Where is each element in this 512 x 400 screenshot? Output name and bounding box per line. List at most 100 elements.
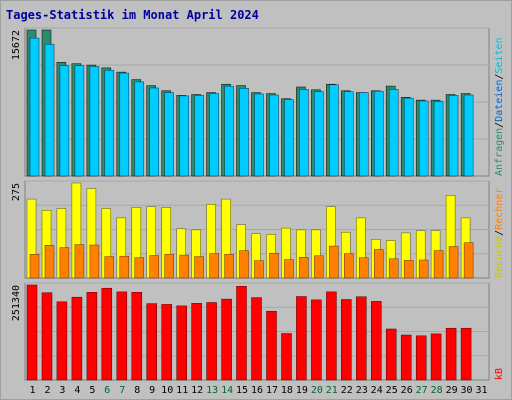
bar-rechner <box>239 250 249 279</box>
bar-rechner <box>179 254 189 279</box>
bar-kb <box>116 291 128 381</box>
bar-seiten <box>149 87 159 177</box>
bar-seiten <box>194 95 204 177</box>
bar-seiten <box>314 91 324 177</box>
bar-rechner <box>433 250 444 279</box>
legend-middle: Besuche/Rechner <box>494 188 505 278</box>
x-tick-label: 21 <box>326 385 338 396</box>
x-tick-label: 19 <box>296 385 308 396</box>
x-tick-label: 31 <box>475 385 487 396</box>
legend-label: / <box>494 122 505 128</box>
bar-seiten <box>269 94 279 177</box>
x-tick-label: 29 <box>446 385 458 396</box>
bar-kb <box>71 296 83 381</box>
x-tick-label: 16 <box>251 385 263 396</box>
x-tick-label: 6 <box>104 385 110 396</box>
bar-kb <box>281 333 292 381</box>
legend-label: Anfragen <box>494 128 505 176</box>
bar-rechner <box>44 245 55 279</box>
bar-kb <box>236 286 247 381</box>
x-tick-label: 14 <box>221 385 233 396</box>
x-tick-label: 26 <box>401 385 413 396</box>
bar-rechner <box>448 246 459 279</box>
legend-bottom: kB <box>494 368 505 380</box>
bar-seiten <box>104 70 115 177</box>
x-tick-label: 8 <box>134 385 140 396</box>
bar-seiten <box>119 72 130 177</box>
bar-rechner <box>403 260 414 279</box>
bar-kb <box>400 334 412 381</box>
bar-kb <box>460 327 472 381</box>
x-tick-label: 1 <box>29 385 35 396</box>
bar-rechner <box>418 259 429 279</box>
bar-seiten <box>74 65 85 177</box>
bar-kb <box>371 301 382 381</box>
bar-seiten <box>254 93 264 177</box>
bar-seiten <box>209 93 219 177</box>
bar-rechner <box>329 245 339 279</box>
bar-seiten <box>359 92 369 177</box>
bar-kb <box>430 333 442 381</box>
x-tick-label: 24 <box>371 385 383 396</box>
bar-seiten <box>239 88 249 177</box>
x-tick-label: 27 <box>416 385 428 396</box>
bar-rechner <box>254 260 264 279</box>
x-tick-label: 17 <box>266 385 278 396</box>
bar-seiten <box>59 65 70 177</box>
bar-rechner <box>344 253 354 279</box>
bar-kb <box>86 292 98 381</box>
bar-kb <box>146 303 157 381</box>
x-tick-label: 20 <box>311 385 323 396</box>
bar-kb <box>356 296 367 381</box>
legend-label: Besuche <box>494 236 505 278</box>
bar-seiten <box>448 95 459 177</box>
bar-seiten <box>89 66 100 177</box>
y-max-label-middle: 275 <box>11 183 22 201</box>
bar-kb <box>206 302 217 381</box>
x-tick-label: 9 <box>149 385 155 396</box>
x-tick-label: 30 <box>460 385 472 396</box>
x-tick-label: 18 <box>281 385 293 396</box>
bar-rechner <box>74 244 85 279</box>
bar-seiten <box>134 81 145 177</box>
x-tick-label: 12 <box>191 385 203 396</box>
bar-kb <box>56 301 68 381</box>
bar-kb <box>415 335 427 381</box>
x-tick-label: 28 <box>431 385 443 396</box>
bar-seiten <box>329 84 339 177</box>
bar-rechner <box>388 258 399 279</box>
bar-seiten <box>179 95 189 177</box>
bar-kb <box>161 304 172 381</box>
bar-kb <box>385 328 397 381</box>
x-tick-label: 5 <box>89 385 95 396</box>
bar-kb <box>191 303 202 381</box>
bar-kb <box>41 292 53 381</box>
bar-kb <box>311 299 322 381</box>
x-tick-label: 15 <box>236 385 248 396</box>
chart-title: Tages-Statistik im Monat April 2024 <box>6 8 259 22</box>
bar-seiten <box>164 92 174 177</box>
x-tick-label: 25 <box>386 385 398 396</box>
bar-seiten <box>284 99 294 177</box>
bar-seiten <box>344 91 354 177</box>
bar-rechner <box>134 257 145 279</box>
bar-rechner <box>299 257 309 279</box>
legend-top: Anfragen/Dateien/Seiten <box>494 37 505 176</box>
x-tick-label: 13 <box>206 385 218 396</box>
bar-rechner <box>374 249 384 279</box>
x-tick-label: 10 <box>161 385 173 396</box>
y-max-label-bottom: 251340 <box>11 285 22 321</box>
legend-label: Seiten <box>494 37 505 73</box>
bar-rechner <box>209 253 219 279</box>
bar-rechner <box>463 242 474 279</box>
bar-rechner <box>104 256 115 279</box>
bar-kb <box>266 310 277 381</box>
legend-label: kB <box>494 368 505 380</box>
bar-kb <box>326 291 337 381</box>
bar-seiten <box>374 90 384 177</box>
bar-seiten <box>388 89 399 177</box>
bar-rechner <box>149 255 159 279</box>
legend-label: Rechner <box>494 188 505 230</box>
bar-rechner <box>269 252 279 279</box>
